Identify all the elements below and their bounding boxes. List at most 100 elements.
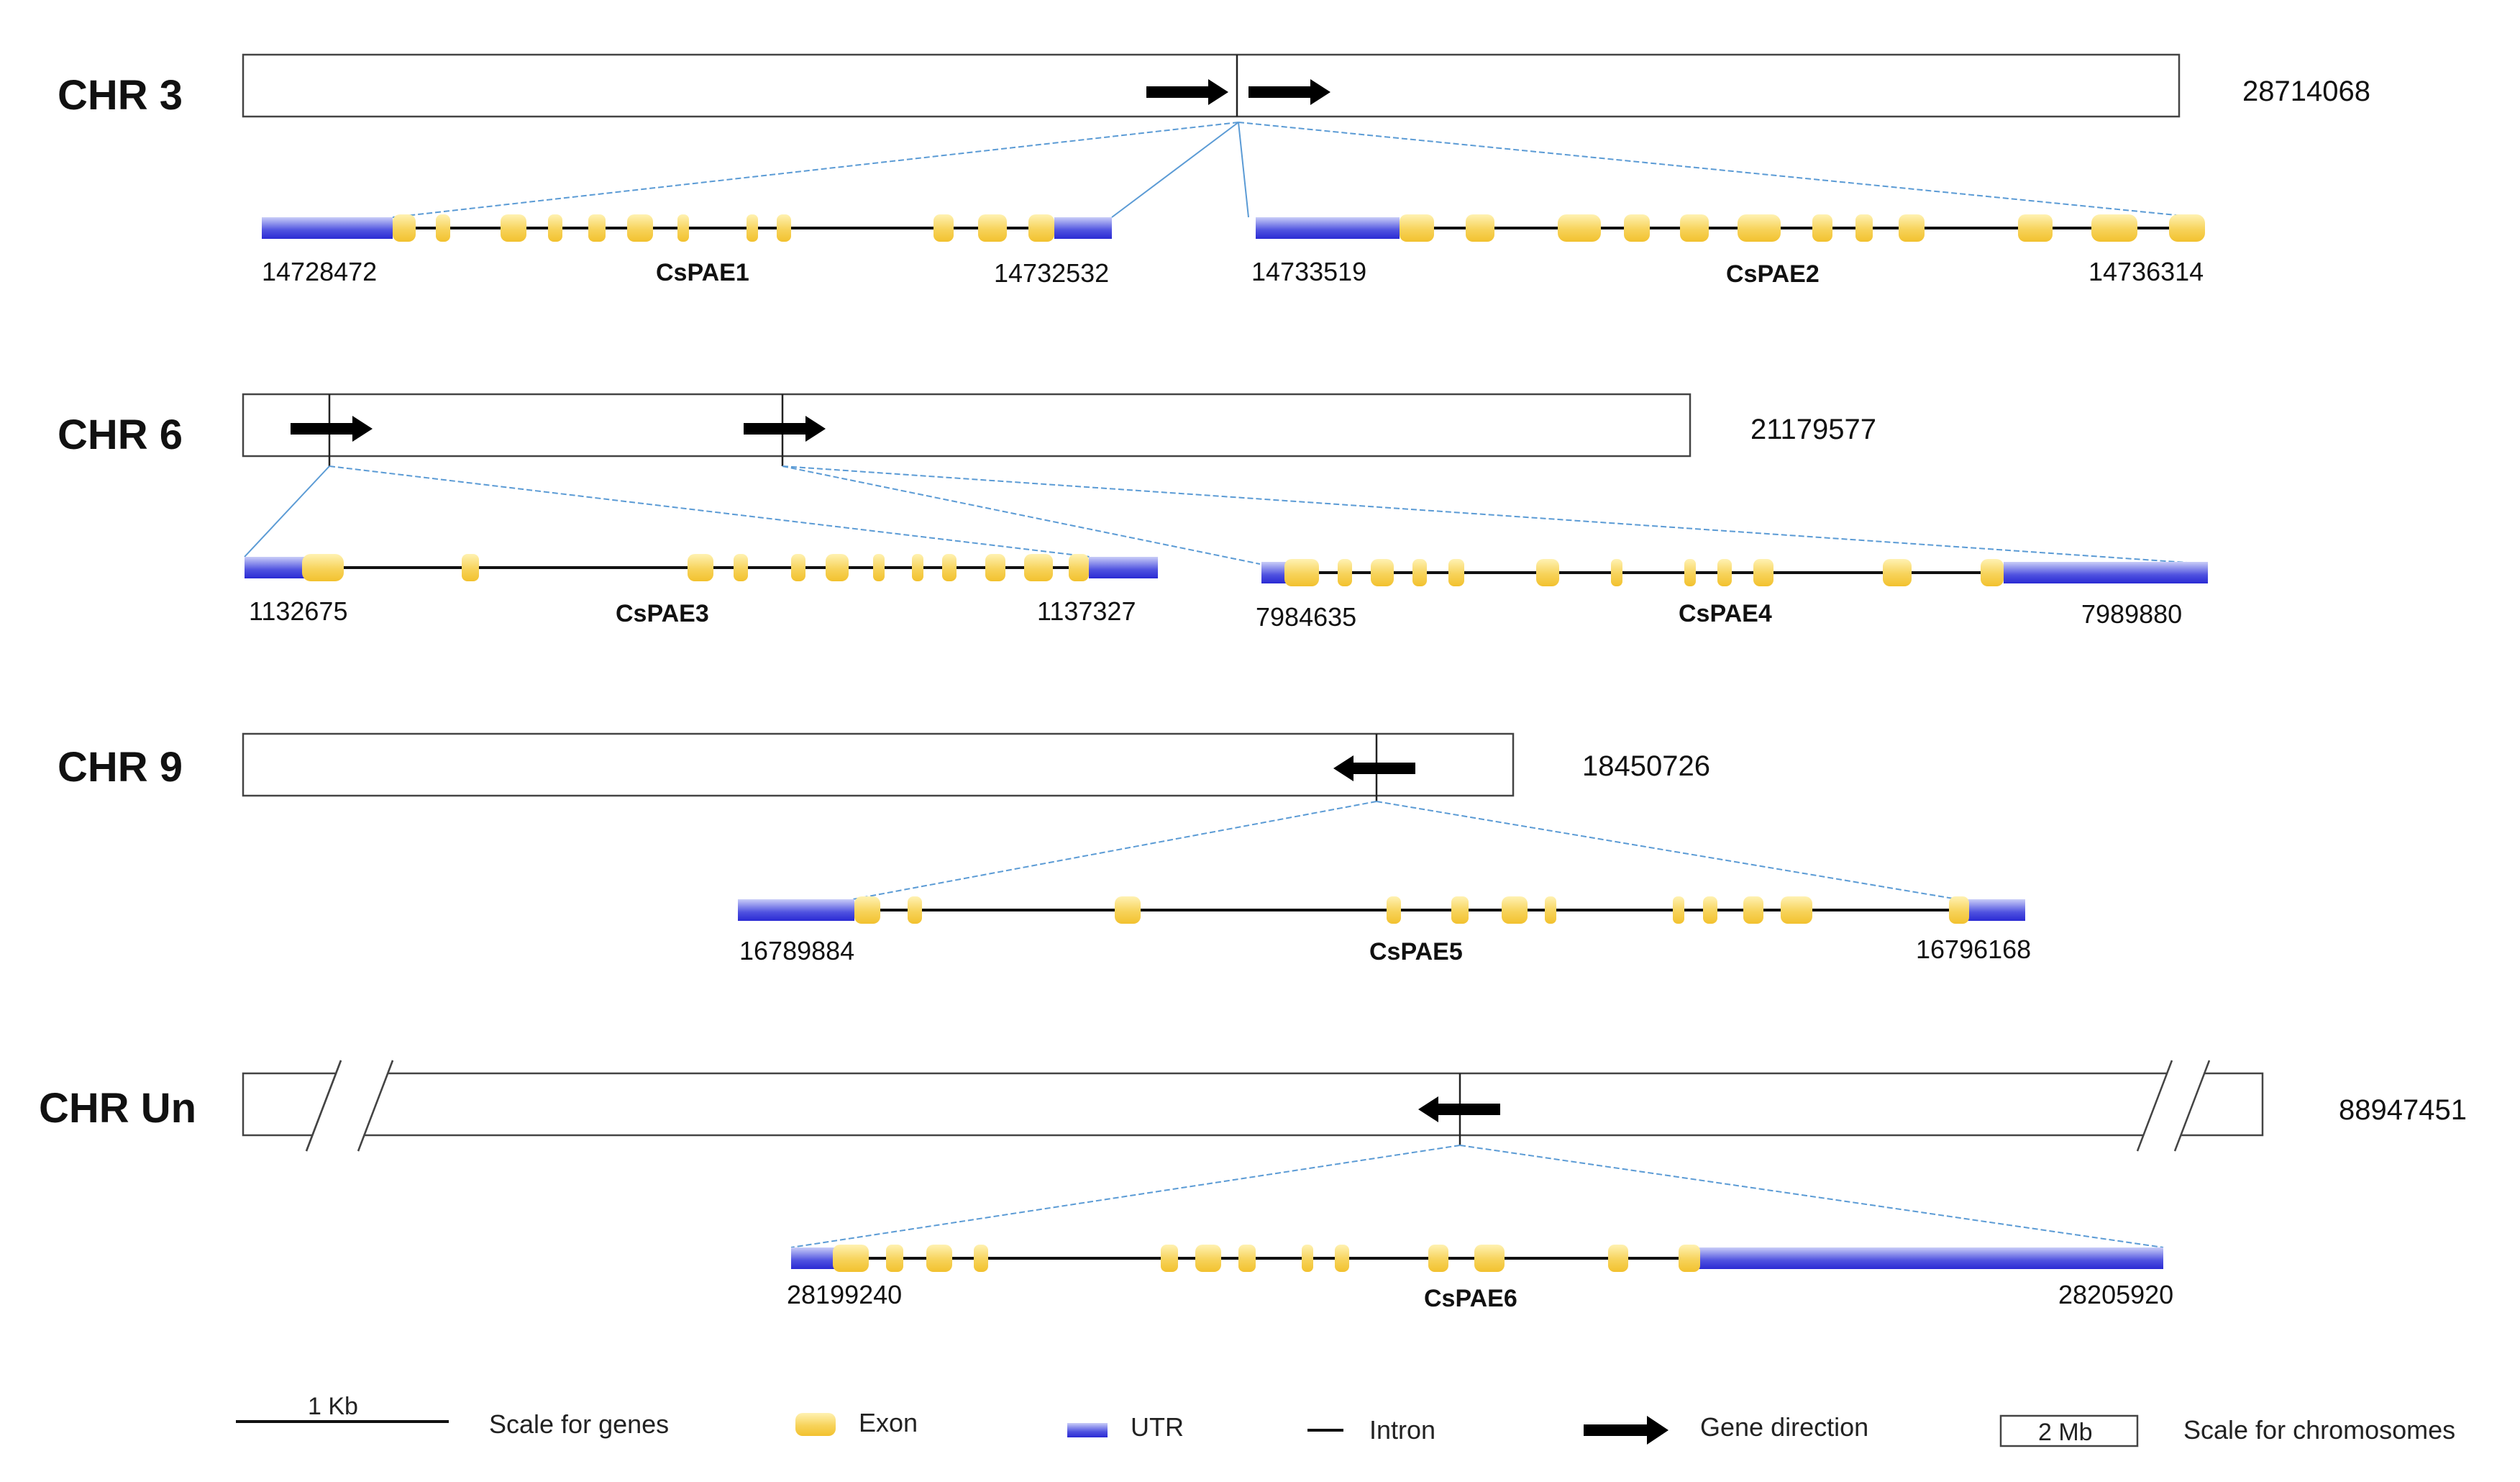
zoom-connector-lines	[392, 122, 2199, 218]
exon-block	[1981, 559, 2004, 586]
exon-block	[942, 554, 957, 581]
gene-direction-arrow-icon	[1418, 1096, 1500, 1122]
utr-block	[2004, 562, 2208, 583]
exon-block	[588, 214, 606, 242]
exon-block	[747, 214, 758, 242]
chromosome-length: 28714068	[2242, 76, 2370, 107]
gene-end-coordinate: 28205920	[2058, 1280, 2173, 1309]
exon-block	[1284, 559, 1319, 586]
exon-block	[2169, 214, 2205, 242]
exon-block	[2091, 214, 2137, 242]
exon-block	[1611, 559, 1622, 586]
axis-break-icon	[2136, 1060, 2211, 1152]
gene-direction-arrow-icon	[1584, 1416, 1668, 1445]
gene-model-cspae4: 7984635 CsPAE4 7989880	[1256, 559, 2208, 632]
legend-chromosome-scale: 2 Mb Scale for chromosomes	[1999, 1414, 2455, 1447]
direction-legend-label: Gene direction	[1700, 1412, 1868, 1442]
exon-block	[985, 554, 1005, 581]
exon-block	[974, 1245, 988, 1272]
zoom-connector-lines	[244, 465, 2209, 565]
utr-block	[738, 899, 854, 921]
legend-exon: Exon	[795, 1408, 918, 1437]
gene-start-coordinate: 14733519	[1251, 257, 1366, 286]
exon-block	[302, 554, 344, 581]
utr-legend-label: UTR	[1131, 1412, 1184, 1442]
exon-block	[1624, 214, 1650, 242]
exon-block	[826, 554, 849, 581]
exon-block	[1412, 559, 1427, 586]
gene-model-cspae1: 14728472 CsPAE1 14732532	[262, 214, 1112, 288]
exon-block	[1466, 214, 1494, 242]
exon-block	[1812, 214, 1832, 242]
exon-block	[908, 896, 922, 924]
chromosome-label: CHR 6	[58, 412, 183, 458]
exon-block	[436, 214, 450, 242]
gene-name: CsPAE6	[1424, 1285, 1517, 1312]
utr-block	[791, 1247, 834, 1269]
gene-end-coordinate: 14736314	[2088, 257, 2204, 286]
gene-direction-arrow-icon	[291, 416, 373, 442]
chromosome-label: CHR Un	[39, 1085, 196, 1132]
utr-block	[1054, 217, 1112, 239]
chromosome-label: CHR 9	[58, 744, 183, 791]
exon-block	[1781, 896, 1812, 924]
exon-swatch-icon	[795, 1413, 836, 1436]
exon-legend-label: Exon	[859, 1408, 918, 1437]
exon-block	[1028, 214, 1054, 242]
gene-direction-arrow-icon	[1333, 755, 1415, 781]
exon-block	[734, 554, 748, 581]
gene-start-coordinate: 28199240	[787, 1280, 902, 1309]
exon-block	[1608, 1245, 1628, 1272]
chromosome-bar	[242, 1072, 2264, 1137]
scale-bar-description: Scale for genes	[489, 1409, 669, 1439]
chromosome-scale-box	[1999, 1414, 2139, 1447]
gene-model-cspae5: 16789884 CsPAE5 16796168	[738, 896, 2031, 965]
chromosome-un-group: CHR Un 88947451	[39, 1060, 2467, 1312]
gene-end-coordinate: 7989880	[2081, 599, 2182, 629]
gene-start-coordinate: 7984635	[1256, 602, 1356, 632]
chromosome-length: 21179577	[1750, 414, 1876, 445]
chromosome-6-group: CHR 6 21179577	[58, 393, 2209, 632]
exon-block	[1335, 1245, 1349, 1272]
exon-block	[1448, 559, 1464, 586]
chromosome-bar	[242, 393, 1692, 458]
gene-model-cspae3: 1132675 CsPAE3 1137327	[245, 554, 1158, 627]
intron-legend-label: Intron	[1369, 1415, 1435, 1445]
exon-block	[833, 1245, 869, 1272]
gene-direction-arrow-icon	[1248, 79, 1330, 105]
exon-block	[1400, 214, 1434, 242]
exon-block	[978, 214, 1007, 242]
chromosome-bar	[242, 732, 1515, 797]
exon-block	[873, 554, 885, 581]
exon-block	[777, 214, 791, 242]
exon-block	[1474, 1245, 1505, 1272]
exon-block	[1161, 1245, 1178, 1272]
chromosome-length: 18450726	[1582, 750, 1710, 782]
exon-block	[1115, 896, 1141, 924]
exon-block	[1238, 1245, 1256, 1272]
exon-block	[548, 214, 562, 242]
exon-block	[1024, 554, 1053, 581]
legend-gene-scale: 1 Kb Scale for genes	[236, 1393, 669, 1439]
exon-block	[501, 214, 526, 242]
chromosome-length: 88947451	[2339, 1094, 2467, 1126]
gene-start-coordinate: 1132675	[249, 596, 347, 626]
utr-block	[1256, 217, 1400, 239]
exon-block	[1387, 896, 1401, 924]
gene-end-coordinate: 14732532	[994, 258, 1109, 288]
gene-model-cspae6: 28199240 CsPAE6 28205920	[787, 1245, 2173, 1312]
exon-block	[912, 554, 923, 581]
gene-end-coordinate: 1137327	[1037, 596, 1136, 626]
exon-block	[1338, 559, 1352, 586]
utr-block	[1966, 899, 2025, 921]
exon-block	[1684, 559, 1696, 586]
exon-block	[1302, 1245, 1313, 1272]
zoom-connector-lines	[790, 1145, 2164, 1248]
gene-direction-arrow-icon	[1146, 79, 1228, 105]
exon-block	[627, 214, 653, 242]
exon-block	[1451, 896, 1469, 924]
exon-block	[1753, 559, 1773, 586]
exon-block	[1680, 214, 1709, 242]
utr-block	[1261, 562, 1286, 583]
utr-block	[1089, 557, 1158, 578]
